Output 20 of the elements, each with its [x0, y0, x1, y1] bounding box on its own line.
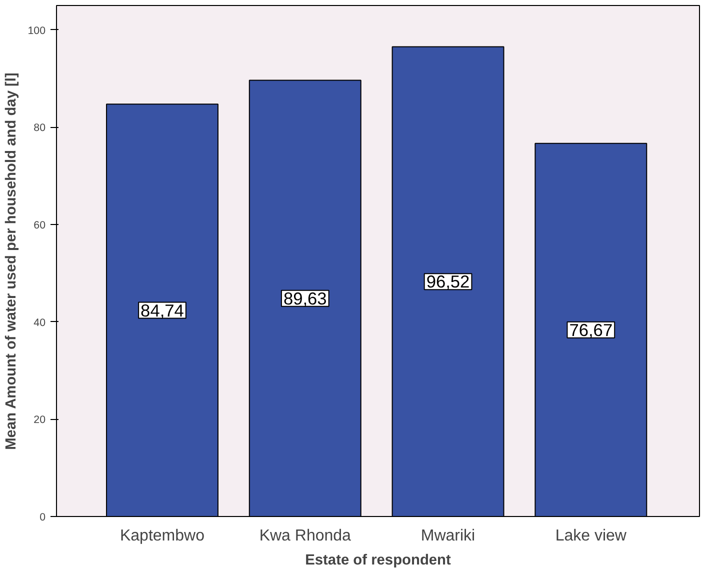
- y-axis-title: Mean Amount of water used per household and day [l]: [4, 72, 20, 450]
- y-tick-label: 60: [34, 220, 46, 232]
- y-tick-label: 80: [34, 122, 46, 134]
- data-label: 96,52: [426, 272, 470, 292]
- y-tick-label: 0: [40, 512, 46, 524]
- y-tick-label: 100: [28, 24, 46, 37]
- bar: [534, 142, 648, 516]
- bar: [106, 104, 218, 516]
- x-tick-label: Kaptembwo: [120, 528, 205, 544]
- x-tick-label: Mwariki: [420, 528, 476, 544]
- data-label: 89,63: [283, 288, 327, 308]
- data-label: 76,67: [569, 320, 613, 340]
- x-tick-label: Kwa Rhonda: [259, 528, 352, 544]
- data-label: 84,74: [140, 300, 184, 320]
- bar: [392, 46, 504, 516]
- x-axis-title: Estate of respondent: [305, 552, 452, 568]
- x-tick-label: Lake view: [555, 528, 627, 544]
- y-tick-label: 40: [34, 316, 46, 329]
- bar: [248, 80, 362, 516]
- y-tick-label: 20: [34, 414, 46, 426]
